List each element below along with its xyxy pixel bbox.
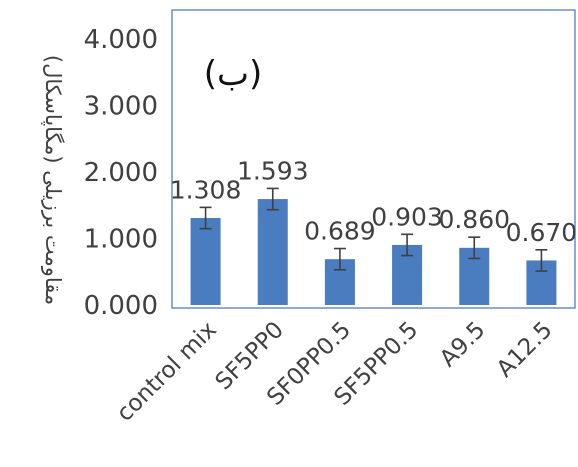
error-bar bbox=[468, 236, 481, 260]
error-bar bbox=[535, 249, 548, 272]
plot-area-frame bbox=[171, 9, 576, 309]
data-label: 1.593 bbox=[237, 156, 309, 185]
y-tick-label: 2.000 bbox=[84, 158, 158, 188]
y-tick-label: 3.000 bbox=[84, 92, 158, 122]
error-bar bbox=[199, 206, 212, 230]
y-tick-label: 1.000 bbox=[84, 225, 158, 255]
data-label: 1.308 bbox=[170, 175, 242, 204]
error-bars bbox=[199, 187, 548, 272]
category-label: A12.5 bbox=[492, 317, 558, 383]
y-tick-label: 0.000 bbox=[84, 291, 158, 321]
bar bbox=[257, 199, 288, 305]
y-tick-labels: 0.000 1.000 2.000 3.000 4.000 bbox=[84, 25, 158, 321]
y-axis-label: مقاومت برزیلی (مگاپاسکال) bbox=[41, 55, 65, 305]
bar bbox=[190, 218, 221, 305]
error-bar bbox=[266, 187, 279, 211]
data-label: 0.670 bbox=[506, 218, 578, 247]
category-label: control mix bbox=[112, 317, 222, 427]
panel-label: (ب) bbox=[204, 54, 263, 94]
error-bar bbox=[401, 233, 414, 257]
y-tick-label: 4.000 bbox=[84, 25, 158, 55]
data-label: 0.689 bbox=[304, 217, 376, 246]
error-bar bbox=[333, 247, 346, 271]
data-label: 0.860 bbox=[438, 205, 510, 234]
category-label: A9.5 bbox=[435, 317, 490, 372]
data-label: 0.903 bbox=[371, 202, 443, 231]
